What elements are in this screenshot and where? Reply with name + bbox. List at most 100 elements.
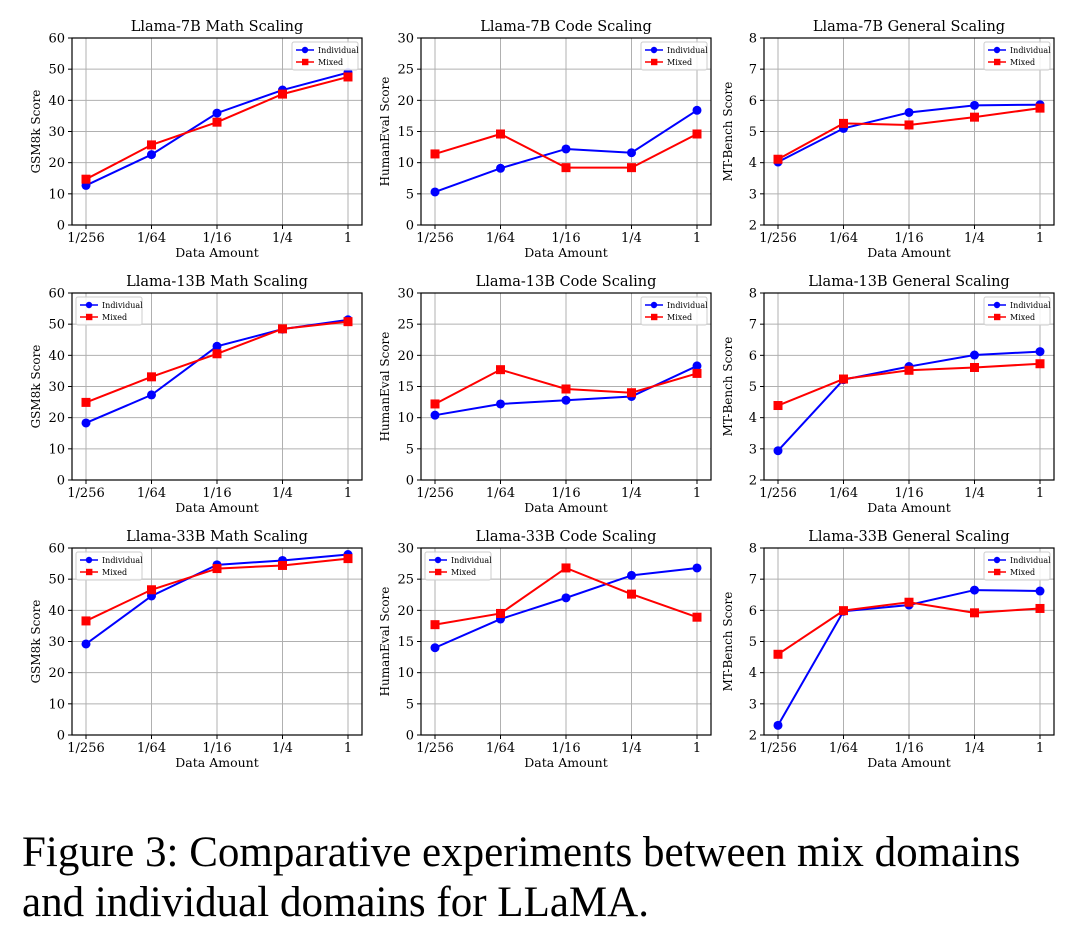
data-point xyxy=(496,608,505,618)
legend-label: Individual xyxy=(102,301,143,310)
y-axis-label: GSM8k Score xyxy=(29,345,43,429)
data-point xyxy=(773,154,783,164)
y-axis-label: MT-Bench Score xyxy=(721,337,735,437)
y-tick-label: 0 xyxy=(406,729,414,744)
y-tick-label: 10 xyxy=(48,187,65,202)
chart-panel: 2 3 4 5 6 7 8 1/256 1/64 1/16 1/4 1 Llama-33B Genera… xyxy=(721,529,1055,770)
y-tick-label: 15 xyxy=(397,635,414,650)
x-tick-label: 1/4 xyxy=(272,486,293,501)
x-axis-label: Data Amount xyxy=(175,245,258,260)
data-point xyxy=(496,365,505,375)
y-tick-label: 20 xyxy=(48,156,65,171)
legend-marker xyxy=(301,46,309,54)
x-tick-label: 1/256 xyxy=(759,486,796,501)
x-tick-label: 1/4 xyxy=(964,486,985,501)
chart-title: Llama-13B Math Scaling xyxy=(126,274,308,290)
y-tick-label: 0 xyxy=(57,219,65,234)
y-tick-label: 30 xyxy=(48,635,65,650)
legend-label: Mixed xyxy=(667,313,692,322)
x-tick-label: 1/64 xyxy=(829,486,858,501)
x-axis-label: Data Amount xyxy=(524,500,607,515)
y-tick-label: 40 xyxy=(48,604,65,619)
y-tick-label: 10 xyxy=(397,666,414,681)
legend-marker xyxy=(994,313,1001,321)
chart-title: Llama-33B Code Scaling xyxy=(476,529,657,545)
x-tick-label: 1 xyxy=(693,231,701,246)
data-point xyxy=(561,384,571,394)
data-point xyxy=(773,649,783,659)
data-point xyxy=(627,148,636,158)
y-tick-label: 0 xyxy=(57,729,65,744)
y-tick-label: 40 xyxy=(48,94,65,109)
y-tick-label: 5 xyxy=(406,187,414,202)
data-point xyxy=(147,372,156,382)
legend-marker xyxy=(651,313,658,321)
y-tick-label: 6 xyxy=(749,349,757,364)
legend-box xyxy=(291,41,359,71)
y-axis-label: HumanEval Score xyxy=(378,332,392,442)
legend: Individual Mixed xyxy=(983,41,1051,71)
x-tick-label: 1/16 xyxy=(551,741,580,756)
x-axis-label: Data Amount xyxy=(867,245,950,260)
data-point xyxy=(561,563,571,573)
y-axis-label: GSM8k Score xyxy=(29,90,43,174)
y-tick-label: 25 xyxy=(397,573,414,588)
x-tick-label: 1 xyxy=(344,486,352,501)
y-tick-label: 30 xyxy=(397,287,414,302)
y-tick-label: 0 xyxy=(406,474,414,489)
legend: Individual Mixed xyxy=(983,296,1051,326)
y-axis-label: HumanEval Score xyxy=(378,587,392,697)
data-point xyxy=(1035,603,1045,613)
data-point xyxy=(278,89,287,99)
x-tick-label: 1/256 xyxy=(759,231,796,246)
data-point xyxy=(970,112,979,122)
x-tick-label: 1/256 xyxy=(759,741,796,756)
y-tick-label: 20 xyxy=(397,604,414,619)
y-tick-label: 30 xyxy=(48,380,65,395)
x-axis-label: Data Amount xyxy=(175,500,258,515)
x-tick-label: 1/256 xyxy=(67,741,104,756)
y-tick-label: 5 xyxy=(406,442,414,457)
y-tick-label: 30 xyxy=(397,542,414,557)
y-tick-label: 8 xyxy=(749,287,757,302)
data-point xyxy=(147,140,156,150)
y-tick-label: 8 xyxy=(749,542,757,557)
legend-box xyxy=(983,551,1051,581)
chart-title: Llama-13B General Scaling xyxy=(808,274,1009,290)
x-tick-label: 1 xyxy=(1036,231,1044,246)
legend-label: Mixed xyxy=(1010,568,1035,577)
x-tick-label: 1/16 xyxy=(894,741,923,756)
data-point xyxy=(212,117,222,127)
legend-marker xyxy=(994,58,1001,66)
legend-label: Individual xyxy=(451,556,492,565)
data-point xyxy=(430,187,440,197)
y-tick-label: 10 xyxy=(48,442,65,457)
y-tick-label: 8 xyxy=(749,32,757,47)
x-tick-label: 1/4 xyxy=(272,231,293,246)
chart-title: Llama-7B General Scaling xyxy=(813,19,1005,35)
data-point xyxy=(212,341,222,351)
data-point xyxy=(147,390,156,400)
legend-box xyxy=(75,296,143,326)
chart-panel: 2 3 4 5 6 7 8 1/256 1/64 1/16 1/4 1 Llama-7B General… xyxy=(721,19,1055,260)
y-tick-label: 10 xyxy=(397,156,414,171)
legend-marker xyxy=(302,58,309,66)
y-tick-label: 6 xyxy=(749,94,757,109)
data-point xyxy=(627,570,636,580)
legend-label: Individual xyxy=(667,46,708,55)
y-tick-label: 10 xyxy=(48,697,65,712)
data-point xyxy=(970,585,979,595)
legend-marker xyxy=(994,568,1001,576)
data-point xyxy=(561,163,571,173)
y-tick-label: 6 xyxy=(749,604,757,619)
x-tick-label: 1/64 xyxy=(137,231,166,246)
data-point xyxy=(430,149,440,159)
legend-label: Individual xyxy=(318,46,359,55)
legend: Individual Mixed xyxy=(640,41,708,71)
chart-panel: 0 5 10 15 20 25 30 1/256 1/64 1/16 1/4 1 Llama-7B Co… xyxy=(378,19,712,260)
data-point xyxy=(81,616,91,626)
legend-label: Mixed xyxy=(451,568,476,577)
x-axis-label: Data Amount xyxy=(175,755,258,770)
x-tick-label: 1/256 xyxy=(67,231,104,246)
